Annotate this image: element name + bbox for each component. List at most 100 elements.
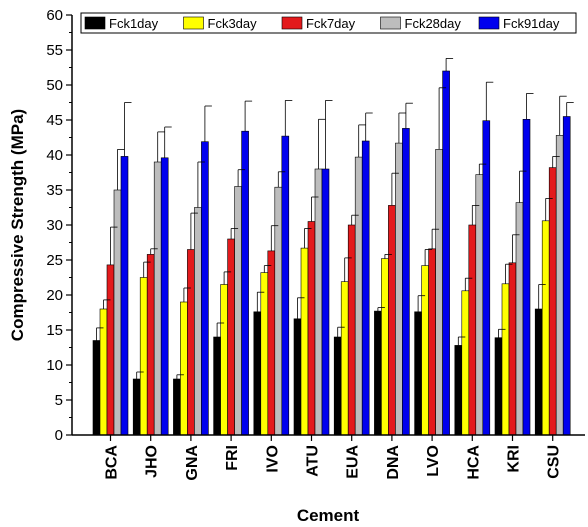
bar (173, 378, 181, 436)
bar (347, 224, 356, 436)
bar (482, 120, 491, 436)
x-tick-label: JHO (144, 445, 161, 478)
legend-swatch (281, 16, 303, 30)
legend-label: Fck1day (109, 16, 159, 31)
bar (132, 378, 141, 436)
y-tick-label: 40 (46, 147, 63, 164)
bar (555, 135, 564, 436)
error-bars (96, 58, 574, 379)
bar (267, 250, 276, 436)
bar (213, 336, 221, 436)
legend-swatch (380, 16, 401, 30)
bar (374, 310, 382, 436)
legend-label: Fck28day (405, 16, 462, 31)
y-tick-label: 15 (46, 322, 63, 339)
bar (321, 168, 330, 436)
bar (428, 248, 436, 436)
legend-label: Fck7day (306, 16, 356, 31)
x-tick-label: EUA (345, 445, 362, 479)
bar (227, 238, 235, 436)
bar (475, 174, 484, 436)
y-ticks: 0 5 10 15 20 25 30 35 40 45 50 55 60 (46, 7, 72, 444)
x-tick-label: CSU (546, 445, 563, 479)
bar (314, 168, 323, 436)
bar (562, 116, 571, 436)
bar (454, 345, 463, 436)
y-tick-label: 50 (46, 77, 63, 94)
legend-frame (80, 12, 577, 34)
bar (139, 277, 148, 436)
bar (274, 186, 283, 436)
legend-label: Fck3day (208, 16, 258, 31)
bar (333, 336, 342, 436)
y-tick-label: 35 (46, 182, 63, 199)
bar (468, 224, 477, 436)
bar (508, 262, 517, 436)
y-tick-label: 20 (46, 287, 63, 304)
x-tick-label: BCA (104, 445, 121, 480)
bar-groups (92, 70, 571, 436)
x-axis-title: Cement (297, 506, 360, 525)
bar (120, 156, 129, 436)
x-tick-label: DNA (385, 445, 402, 480)
x-tick-label: IVO (264, 445, 281, 473)
bar (461, 290, 470, 436)
x-tick-label: KRI (506, 445, 523, 473)
legend-swatch (183, 16, 204, 30)
bar (395, 142, 403, 436)
bar (234, 186, 242, 436)
bar (160, 157, 169, 436)
legend-label: Fck91day (503, 16, 560, 31)
x-tick-label: ATU (305, 445, 322, 477)
bar (494, 337, 503, 436)
bar (515, 202, 524, 436)
legend-swatch (84, 16, 106, 30)
bar (293, 318, 302, 436)
bar (307, 221, 316, 436)
bar (260, 272, 269, 436)
y-tick-label: 10 (46, 357, 63, 374)
bar (300, 247, 309, 436)
bar (201, 141, 209, 436)
x-tick-label: HCA (465, 445, 482, 480)
y-tick-label: 25 (46, 252, 63, 269)
y-tick-label: 45 (46, 112, 63, 129)
bar (522, 119, 531, 436)
bar (361, 140, 370, 436)
bar (241, 130, 249, 436)
bar (501, 283, 510, 436)
bar (253, 311, 262, 436)
bar (435, 149, 443, 436)
x-ticks: BCA JHO GNA FRI IVO ATU EUA DNA LVO HCA KRI CSU (104, 435, 563, 481)
bar (194, 207, 202, 436)
bar (442, 70, 450, 436)
bar (92, 340, 101, 436)
x-tick-label: FRI (224, 445, 241, 471)
bar (402, 128, 410, 436)
y-tick-label: 5 (55, 392, 63, 409)
y-tick-label: 60 (46, 7, 63, 24)
bar (153, 161, 162, 436)
bar (421, 265, 429, 436)
bar (106, 264, 115, 436)
y-tick-label: 0 (55, 427, 63, 444)
y-tick-label: 55 (46, 42, 63, 59)
bar (354, 156, 363, 436)
bar (388, 205, 396, 436)
bar (541, 220, 550, 436)
bar (381, 258, 389, 436)
legend: Fck1day Fck3day Fck7day Fck28day Fck91day (80, 12, 577, 34)
bar (281, 135, 290, 436)
bar (414, 311, 422, 436)
bar (180, 301, 188, 436)
y-axis-title: Compressive Strength (MPa) (8, 109, 27, 341)
x-tick-label: LVO (425, 445, 442, 477)
legend-swatch (478, 16, 500, 30)
bar (187, 249, 195, 436)
bar (534, 308, 543, 436)
x-tick-label: GNA (184, 445, 201, 481)
bar (548, 167, 557, 436)
y-tick-label: 30 (46, 217, 63, 234)
bar (220, 284, 228, 436)
